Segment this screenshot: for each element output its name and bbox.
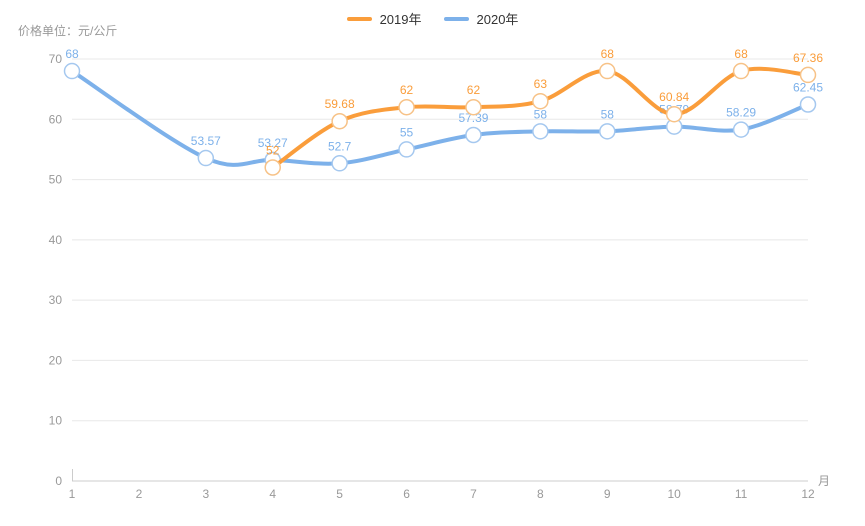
x-tick-label: 7 <box>470 487 477 501</box>
data-label: 68 <box>601 47 615 61</box>
data-label: 52.7 <box>328 139 352 153</box>
data-point[interactable] <box>532 92 549 110</box>
x-tick-label: 6 <box>403 487 410 501</box>
data-point[interactable] <box>465 126 482 144</box>
data-point[interactable] <box>665 105 683 123</box>
data-point[interactable] <box>398 98 415 116</box>
series-2020年: 6853.5753.2752.75557.39585858.7958.2962.… <box>63 47 823 172</box>
legend-item-2019[interactable]: 2019年 <box>346 9 422 28</box>
data-point[interactable] <box>264 159 281 176</box>
data-point[interactable] <box>331 155 348 172</box>
data-point[interactable] <box>532 123 549 140</box>
data-point[interactable] <box>63 62 81 80</box>
data-label: 59.68 <box>325 97 355 111</box>
data-label: 58.29 <box>726 106 756 120</box>
series-2019年: 52 59.68 62 62 63 68 60.84 68 67.36 <box>264 47 823 176</box>
x-tick-label: 10 <box>668 487 682 501</box>
legend-label-2020: 2020年 <box>476 12 519 27</box>
data-point[interactable] <box>197 149 215 167</box>
legend-item-2020[interactable]: 2020年 <box>443 9 519 28</box>
data-label: 68 <box>65 47 79 61</box>
y-tick-label: 40 <box>49 233 63 247</box>
legend: 2019年 2020年 <box>0 9 865 28</box>
data-point[interactable] <box>732 62 750 80</box>
x-tick-label: 2 <box>136 487 143 501</box>
x-tick-label: 8 <box>537 487 544 501</box>
legend-label-2019: 2019年 <box>379 12 422 27</box>
data-point[interactable] <box>398 141 415 158</box>
x-tick-label: 9 <box>604 487 611 501</box>
data-label: 62 <box>467 83 481 97</box>
data-point[interactable] <box>732 121 750 138</box>
data-label: 57.39 <box>458 111 488 125</box>
data-label: 60.84 <box>659 90 689 104</box>
data-label: 63 <box>534 77 548 91</box>
data-label: 55 <box>400 125 414 139</box>
data-point[interactable] <box>799 96 817 113</box>
data-point[interactable] <box>599 62 616 80</box>
x-tick-label: 11 <box>735 487 748 501</box>
y-tick-label: 0 <box>55 474 62 488</box>
data-label: 67.36 <box>793 51 823 65</box>
y-tick-label: 70 <box>49 52 63 66</box>
data-label: 58 <box>534 107 548 121</box>
data-label: 52 <box>266 144 280 158</box>
series-line <box>70 69 810 167</box>
x-tick-label: 4 <box>269 487 276 501</box>
y-tick-label: 20 <box>49 353 63 367</box>
data-label: 68 <box>734 47 748 61</box>
legend-marker-2019-icon <box>346 16 372 21</box>
y-tick-label: 50 <box>49 173 63 187</box>
legend-marker-2020-icon <box>443 16 469 21</box>
data-point[interactable] <box>465 98 482 116</box>
x-tick-label: 12 <box>801 487 815 501</box>
x-tick-label: 3 <box>202 487 209 501</box>
y-tick-label: 60 <box>49 112 63 126</box>
data-label: 58 <box>601 107 615 121</box>
y-tick-label: 10 <box>49 414 63 428</box>
y-axis-name: 价格单位：元/公斤 <box>18 24 118 38</box>
data-point[interactable] <box>599 123 616 140</box>
data-point[interactable] <box>331 112 348 130</box>
data-label: 62 <box>400 83 414 97</box>
x-tick-label: 5 <box>336 487 343 501</box>
data-label: 53.27 <box>258 136 288 150</box>
data-label: 53.57 <box>191 134 221 148</box>
x-axis-unit: 月 <box>818 474 831 488</box>
data-label: 62.45 <box>793 81 823 95</box>
y-tick-label: 30 <box>49 293 63 307</box>
x-tick-label: 1 <box>69 487 76 501</box>
data-point[interactable] <box>799 66 817 84</box>
